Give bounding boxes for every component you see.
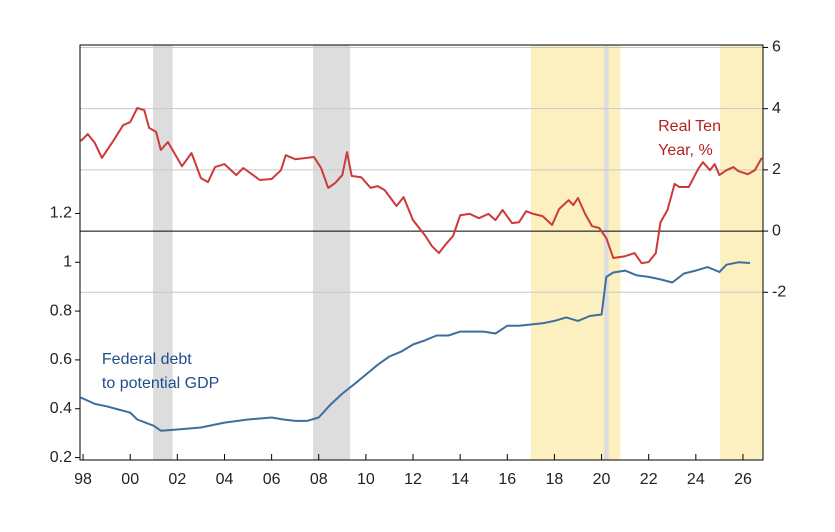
x-tick-label: 26 (734, 471, 752, 488)
shaded-period (720, 45, 763, 460)
y2-tick-label: 4 (772, 100, 781, 117)
y-tick-label: 0.4 (50, 400, 72, 417)
annotation-line: Federal debt (102, 351, 192, 368)
y-tick-label: 1.2 (50, 205, 72, 222)
x-tick-label: 16 (498, 471, 516, 488)
y-tick-label: 0.6 (50, 351, 72, 368)
x-tick-label: 02 (168, 471, 186, 488)
annotation: Real Ten Year, % (658, 118, 721, 159)
series-line (79, 107, 763, 265)
y2-tick-label: -2 (772, 284, 786, 301)
y2-tick-label: 2 (772, 161, 781, 178)
shaded-period (603, 45, 609, 460)
y-tick-label: 0.2 (50, 449, 72, 466)
plot-area (80, 45, 763, 460)
x-tick-label: 18 (546, 471, 564, 488)
x-tick-label: 04 (216, 471, 234, 488)
x-tick-label: 08 (310, 471, 328, 488)
x-tick-label: 00 (121, 471, 139, 488)
x-tick-label: 14 (451, 471, 469, 488)
series-line (80, 261, 751, 432)
y-tick-label: 0.8 (50, 302, 72, 319)
x-tick-label: 12 (404, 471, 422, 488)
x-tick-label: 10 (357, 471, 375, 488)
x-tick-label: 24 (687, 471, 705, 488)
y-tick-label: 1 (63, 253, 72, 270)
y2-tick-label: 6 (772, 39, 781, 56)
x-tick-label: 06 (263, 471, 281, 488)
x-tick-label: 98 (74, 471, 92, 488)
annotation-line: to potential GDP (102, 375, 219, 392)
x-tick-label: 22 (640, 471, 658, 488)
shaded-period (313, 45, 351, 460)
annotation-line: Year, % (658, 142, 713, 159)
annotation-line: Real Ten (658, 118, 721, 135)
y2-tick-label: 0 (772, 222, 781, 239)
x-tick-label: 20 (593, 471, 611, 488)
annotation: Federal debt to potential GDP (102, 351, 219, 392)
shaded-period (153, 45, 173, 460)
plot-frame (79, 44, 764, 461)
